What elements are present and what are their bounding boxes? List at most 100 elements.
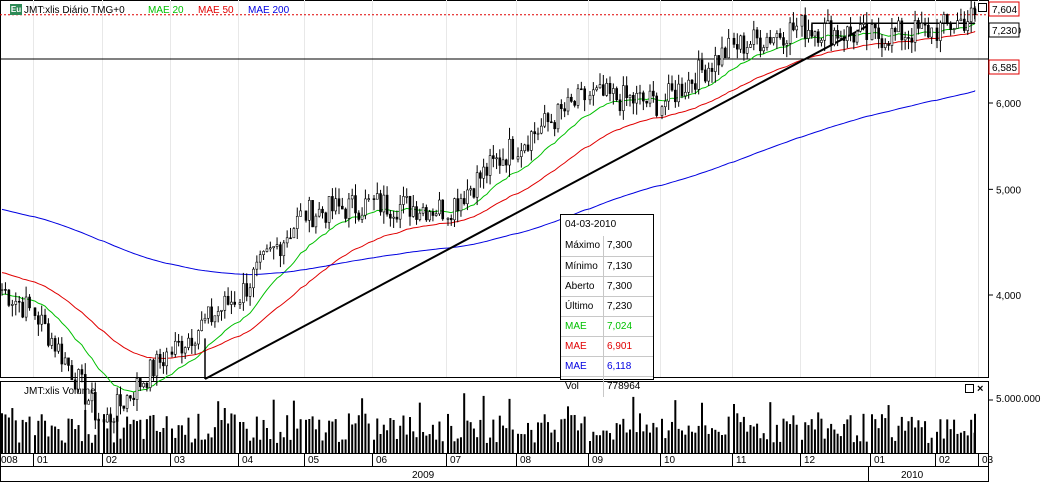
candle-body [382,194,386,213]
candle-body [7,289,11,306]
volume-bar [399,425,402,453]
data-window-row: MAE 6,118 [561,356,653,377]
volume-bar [956,433,959,453]
volume-bar [810,419,813,453]
last-label: 7,230 [992,26,1017,37]
volume-bar [469,422,472,453]
volume-bar [367,423,370,453]
candle-body [475,172,479,198]
volume-bar [917,420,920,453]
volume-bar [742,416,745,453]
candle-body [347,198,351,219]
candle-body [83,374,87,405]
volume-bar [655,427,658,453]
candle-body [148,359,152,388]
candle-body [233,301,236,305]
volume-bar [605,430,608,453]
candle-body [446,218,450,220]
volume-bar [652,422,655,453]
candle-body [865,22,869,40]
volume-bar [807,425,810,453]
volume-bar [171,428,173,453]
volume-bar [897,425,900,453]
volume-bar [132,419,135,453]
candle-body [142,382,145,388]
data-window-label: Aberto [565,281,595,292]
volume-bar [57,429,60,453]
legend-ma50: MAE 50 [198,5,234,16]
candle-body [966,21,970,31]
candle-body [792,22,795,31]
candle-body [395,216,399,220]
data-window-label: MAE [565,321,587,332]
volume-bar [589,441,591,453]
candle-body [265,248,269,252]
candle-body [449,218,453,221]
volume-bar [28,416,31,453]
volume-bar [766,439,768,453]
candle-body [405,196,409,198]
candle-body [910,37,914,43]
candle-body [272,246,275,249]
candle-body [642,92,645,102]
candle-body [453,198,456,221]
candle-body [216,311,220,317]
candle-body [969,7,973,22]
volume-bar [877,428,880,453]
volume-bar [262,419,265,453]
volume-bar [874,419,877,453]
volume-bar [671,421,673,453]
month-label: 02 [106,455,118,466]
data-window-value: 7,130 [607,261,633,272]
volume-bar [649,432,651,453]
candle-body [520,150,523,157]
volume-bar [953,419,956,453]
candle-body [155,353,159,377]
volume-bar [939,419,942,453]
volume-bar [412,431,415,453]
volume-bar [136,421,138,453]
volume-bar [204,439,206,453]
volume-bar [642,431,645,453]
volume-bar [966,435,969,453]
candle-body [870,24,874,40]
candle-body [289,237,292,240]
volume-bar [395,438,398,453]
volume-panel-maximize-icon[interactable] [965,384,974,393]
volume-bar [119,438,122,453]
volume-bar [305,419,307,453]
volume-bar [846,419,849,453]
volume-bar [963,431,966,453]
volume-bar [242,422,245,453]
candle-body [803,15,807,39]
volume-bar [930,437,933,453]
candle-body [923,22,927,26]
candle-body [459,198,463,212]
candle-body [952,27,956,30]
candle-body [588,94,592,101]
candle-body [720,47,724,66]
price-panel-maximize-icon[interactable] [978,3,987,12]
candle-body [939,22,942,41]
candle-body [687,79,690,93]
volume-bar [697,425,700,453]
volume-bar [884,418,887,453]
volume-panel-close-icon[interactable]: × [977,383,984,395]
volume-bar [674,400,677,453]
volume-bar [836,433,839,453]
candle-body [262,251,265,255]
volume-bar [677,428,680,453]
volume-bar [622,418,625,453]
candle-body [700,59,704,71]
candle-body [883,43,887,48]
candle-body [530,131,533,151]
candle-body [428,211,431,221]
candle-body [877,27,880,39]
candle-body [536,132,540,135]
candle-body [190,337,194,346]
candle-body [717,55,720,66]
volume-bar [382,424,385,453]
volume-bar [804,422,807,453]
volume-bar [425,435,428,453]
candle-body [697,59,700,90]
